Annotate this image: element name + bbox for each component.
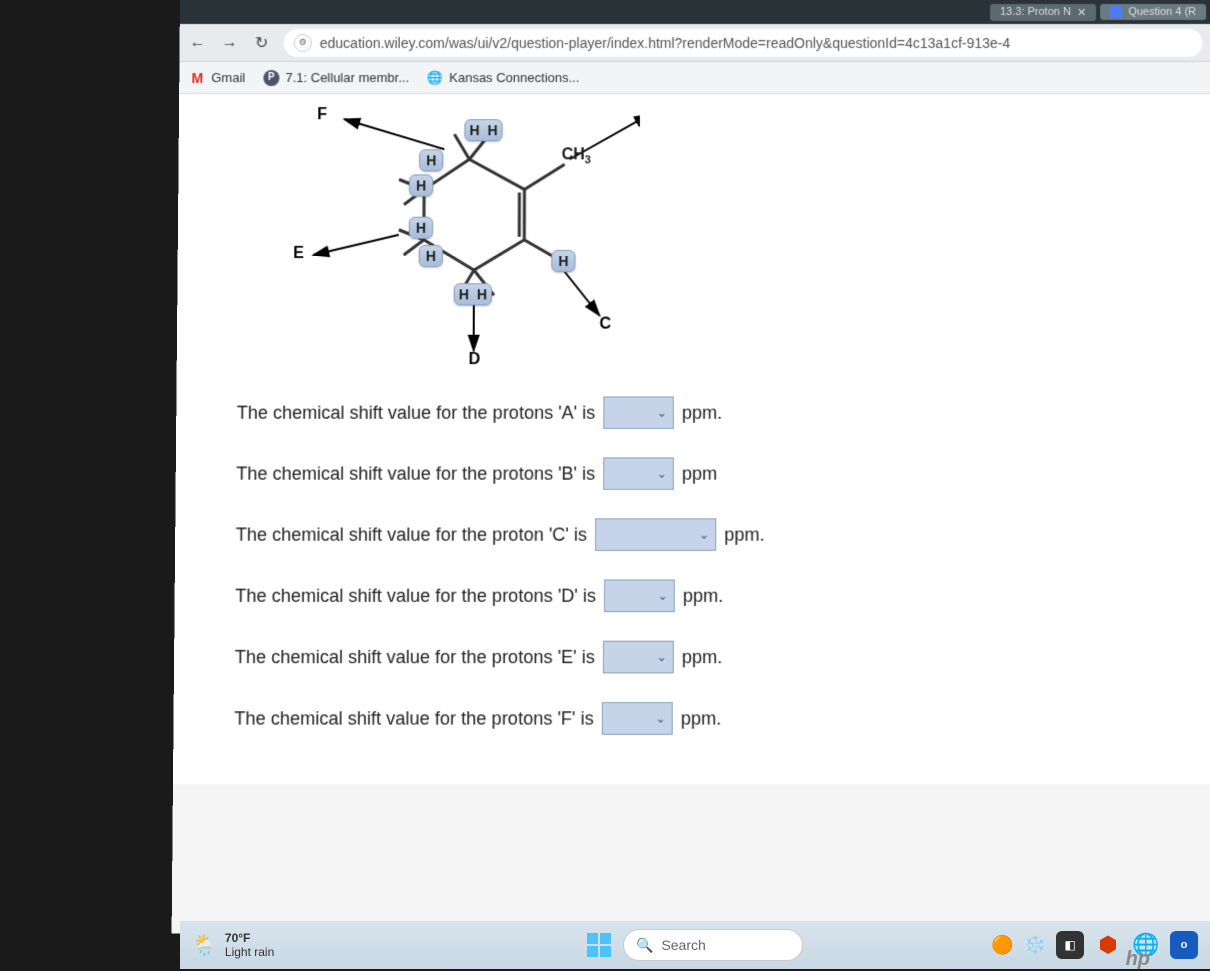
question-text: The chemical shift value for the protons… (236, 463, 595, 484)
molecule-svg (237, 104, 640, 366)
unit-label: ppm. (682, 402, 722, 423)
weather-temp: 70°F (225, 931, 274, 945)
url-text: education.wiley.com/was/ui/v2/question-p… (320, 34, 1011, 50)
tab-label: 13.3: Proton N (1000, 6, 1071, 18)
chevron-down-icon: ⌄ (657, 466, 667, 480)
question-row-1: The chemical shift value for the protons… (236, 457, 1184, 490)
weather-text: 70°F Light rain (225, 931, 274, 959)
ppm-dropdown[interactable]: ⌄ (595, 518, 716, 551)
outlook-icon[interactable]: o (1170, 931, 1198, 959)
tab-favicon (1110, 6, 1122, 18)
reload-button[interactable]: ↻ (252, 32, 272, 52)
close-icon[interactable]: ✕ (1077, 5, 1086, 18)
pearson-icon: P (263, 70, 279, 86)
forward-button[interactable]: → (220, 32, 240, 52)
question-row-2: The chemical shift value for the proton … (236, 518, 1185, 551)
app-icon-1[interactable]: ◧ (1056, 931, 1084, 959)
bookmark-label: 7.1: Cellular membr... (285, 70, 409, 85)
taskbar-right: 🟠 ❄️ ◧ ⬢ 🌐 o (991, 931, 1198, 959)
bookmark-kansas[interactable]: 🌐 Kansas Connections... (427, 70, 579, 86)
url-input[interactable]: ⚙ education.wiley.com/was/ui/v2/question… (284, 28, 1203, 56)
search-placeholder: Search (661, 937, 705, 953)
address-bar: ← → ↻ ⚙ education.wiley.com/was/ui/v2/qu… (179, 24, 1210, 62)
ppm-dropdown[interactable]: ⌄ (603, 457, 674, 490)
hbox-vinyl: H (551, 250, 575, 272)
tray-icon-2[interactable]: ❄️ (1024, 935, 1046, 956)
hbox-top: H H (464, 119, 502, 141)
hbox-f1: H (419, 149, 443, 171)
question-text: The chemical shift value for the protons… (235, 585, 596, 606)
unit-label: ppm. (683, 585, 723, 606)
unit-label: ppm (682, 463, 717, 484)
question-text: The chemical shift value for the protons… (235, 646, 595, 667)
site-settings-icon[interactable]: ⚙ (294, 33, 312, 51)
back-button[interactable]: ← (188, 32, 208, 52)
hbox-e2: H (419, 245, 443, 267)
chevron-down-icon: ⌄ (658, 589, 668, 603)
browser-window: 13.3: Proton N ✕ Question 4 (R ← → ↻ ⚙ e… (172, 0, 1210, 933)
unit-label: ppm. (681, 708, 722, 730)
tab-strip: 13.3: Proton N ✕ Question 4 (R (180, 0, 1210, 24)
ch3-group: CH3 (562, 146, 591, 166)
unit-label: ppm. (682, 646, 722, 667)
hbox-e1: H (409, 217, 433, 239)
bookmark-label: Kansas Connections... (449, 70, 579, 85)
question-text: The chemical shift value for the protons… (237, 402, 596, 423)
bookmark-label: Gmail (211, 70, 245, 85)
question-row-3: The chemical shift value for the protons… (235, 579, 1185, 612)
questions-list: The chemical shift value for the protons… (234, 396, 1186, 734)
taskbar-search[interactable]: 🔍 Search (623, 929, 803, 961)
gmail-icon: M (189, 70, 205, 86)
ch3-sub: 3 (585, 155, 591, 167)
page-content: F E D C CH3 H H H H H H H H H The chemic… (173, 94, 1210, 784)
bookmark-gmail[interactable]: M Gmail (189, 70, 245, 86)
question-row-4: The chemical shift value for the protons… (235, 641, 1186, 674)
globe-icon: 🌐 (427, 70, 443, 86)
weather-icon: 🌦️ (192, 933, 217, 958)
question-row-0: The chemical shift value for the protons… (237, 396, 1184, 428)
label-e: E (293, 245, 304, 263)
molecule-diagram: F E D C CH3 H H H H H H H H H (237, 104, 640, 366)
hbox-f2: H (409, 174, 433, 196)
unit-label: ppm. (724, 524, 764, 545)
ppm-dropdown[interactable]: ⌄ (603, 641, 674, 674)
chevron-down-icon: ⌄ (657, 406, 667, 420)
taskbar-center: 🔍 Search (587, 929, 803, 961)
question-row-5: The chemical shift value for the protons… (234, 702, 1186, 735)
question-text: The chemical shift value for the protons… (234, 708, 594, 730)
chevron-down-icon: ⌄ (699, 527, 709, 541)
bookmarks-bar: M Gmail P 7.1: Cellular membr... 🌐 Kansa… (179, 62, 1210, 94)
tab-question4[interactable]: Question 4 (R (1100, 4, 1206, 20)
tab-proton[interactable]: 13.3: Proton N ✕ (990, 3, 1096, 20)
ppm-dropdown[interactable]: ⌄ (604, 579, 675, 612)
tab-label: Question 4 (R (1128, 6, 1196, 18)
office-icon[interactable]: ⬢ (1094, 931, 1122, 959)
weather-cond: Light rain (225, 945, 274, 959)
ch3-text: CH (562, 146, 585, 163)
ppm-dropdown[interactable]: ⌄ (602, 702, 673, 735)
tray-icon-1[interactable]: 🟠 (991, 935, 1013, 956)
hbox-bottom: H H (454, 283, 492, 305)
bookmark-cellular[interactable]: P 7.1: Cellular membr... (263, 70, 409, 86)
weather-widget[interactable]: 🌦️ 70°F Light rain (192, 931, 274, 959)
taskbar: 🌦️ 70°F Light rain 🔍 Search 🟠 ❄️ ◧ ⬢ 🌐 o (180, 921, 1210, 969)
search-icon: 🔍 (636, 937, 653, 954)
label-f: F (317, 106, 327, 124)
chevron-down-icon: ⌄ (657, 650, 667, 664)
start-button[interactable] (587, 933, 611, 957)
ppm-dropdown[interactable]: ⌄ (603, 396, 674, 428)
label-d: D (469, 351, 481, 369)
question-text: The chemical shift value for the proton … (236, 524, 587, 545)
label-c: C (599, 316, 611, 334)
chevron-down-icon: ⌄ (655, 711, 665, 725)
hp-logo: hp (1126, 948, 1150, 971)
